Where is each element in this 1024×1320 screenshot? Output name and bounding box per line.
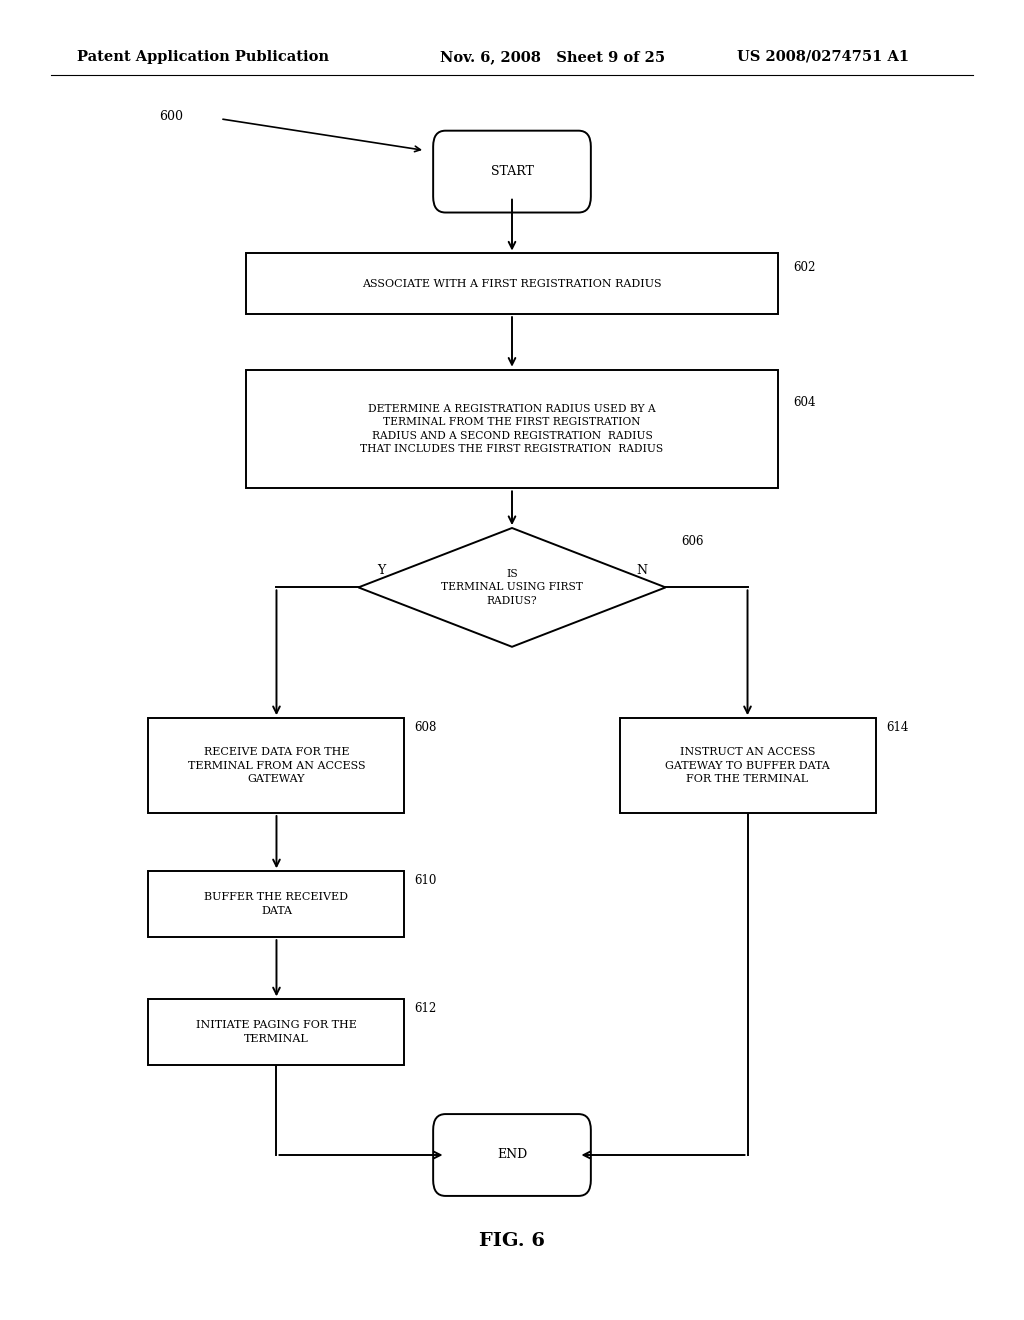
Bar — [620, 718, 876, 813]
FancyBboxPatch shape — [433, 131, 591, 213]
Polygon shape — [358, 528, 666, 647]
Text: BUFFER THE RECEIVED
DATA: BUFFER THE RECEIVED DATA — [205, 892, 348, 916]
Text: 612: 612 — [415, 1002, 437, 1015]
Bar — [148, 718, 404, 813]
Text: 610: 610 — [415, 874, 437, 887]
Bar — [148, 871, 404, 937]
Bar — [246, 253, 778, 314]
Text: US 2008/0274751 A1: US 2008/0274751 A1 — [737, 50, 909, 63]
Text: END: END — [497, 1148, 527, 1162]
Text: 604: 604 — [794, 396, 816, 409]
Text: RECEIVE DATA FOR THE
TERMINAL FROM AN ACCESS
GATEWAY: RECEIVE DATA FOR THE TERMINAL FROM AN AC… — [187, 747, 366, 784]
Text: 606: 606 — [681, 535, 703, 548]
Text: Y: Y — [377, 564, 385, 577]
Text: N: N — [636, 564, 647, 577]
Text: START: START — [490, 165, 534, 178]
Text: ASSOCIATE WITH A FIRST REGISTRATION RADIUS: ASSOCIATE WITH A FIRST REGISTRATION RADI… — [362, 279, 662, 289]
Text: 614: 614 — [886, 721, 908, 734]
Text: FIG. 6: FIG. 6 — [479, 1232, 545, 1250]
Text: 608: 608 — [415, 721, 437, 734]
Bar — [148, 999, 404, 1065]
Text: 600: 600 — [159, 110, 182, 123]
Bar — [246, 370, 778, 488]
Text: INSTRUCT AN ACCESS
GATEWAY TO BUFFER DATA
FOR THE TERMINAL: INSTRUCT AN ACCESS GATEWAY TO BUFFER DAT… — [666, 747, 829, 784]
Text: IS
TERMINAL USING FIRST
RADIUS?: IS TERMINAL USING FIRST RADIUS? — [441, 569, 583, 606]
Text: Patent Application Publication: Patent Application Publication — [77, 50, 329, 63]
Text: Nov. 6, 2008   Sheet 9 of 25: Nov. 6, 2008 Sheet 9 of 25 — [440, 50, 666, 63]
FancyBboxPatch shape — [433, 1114, 591, 1196]
Text: DETERMINE A REGISTRATION RADIUS USED BY A
TERMINAL FROM THE FIRST REGISTRATION
R: DETERMINE A REGISTRATION RADIUS USED BY … — [360, 404, 664, 454]
Text: 602: 602 — [794, 261, 816, 275]
Text: INITIATE PAGING FOR THE
TERMINAL: INITIATE PAGING FOR THE TERMINAL — [196, 1020, 357, 1044]
